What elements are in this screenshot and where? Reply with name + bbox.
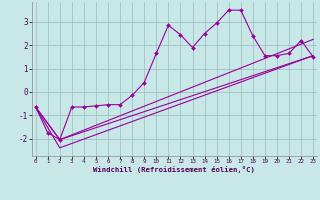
X-axis label: Windchill (Refroidissement éolien,°C): Windchill (Refroidissement éolien,°C) (93, 166, 255, 173)
